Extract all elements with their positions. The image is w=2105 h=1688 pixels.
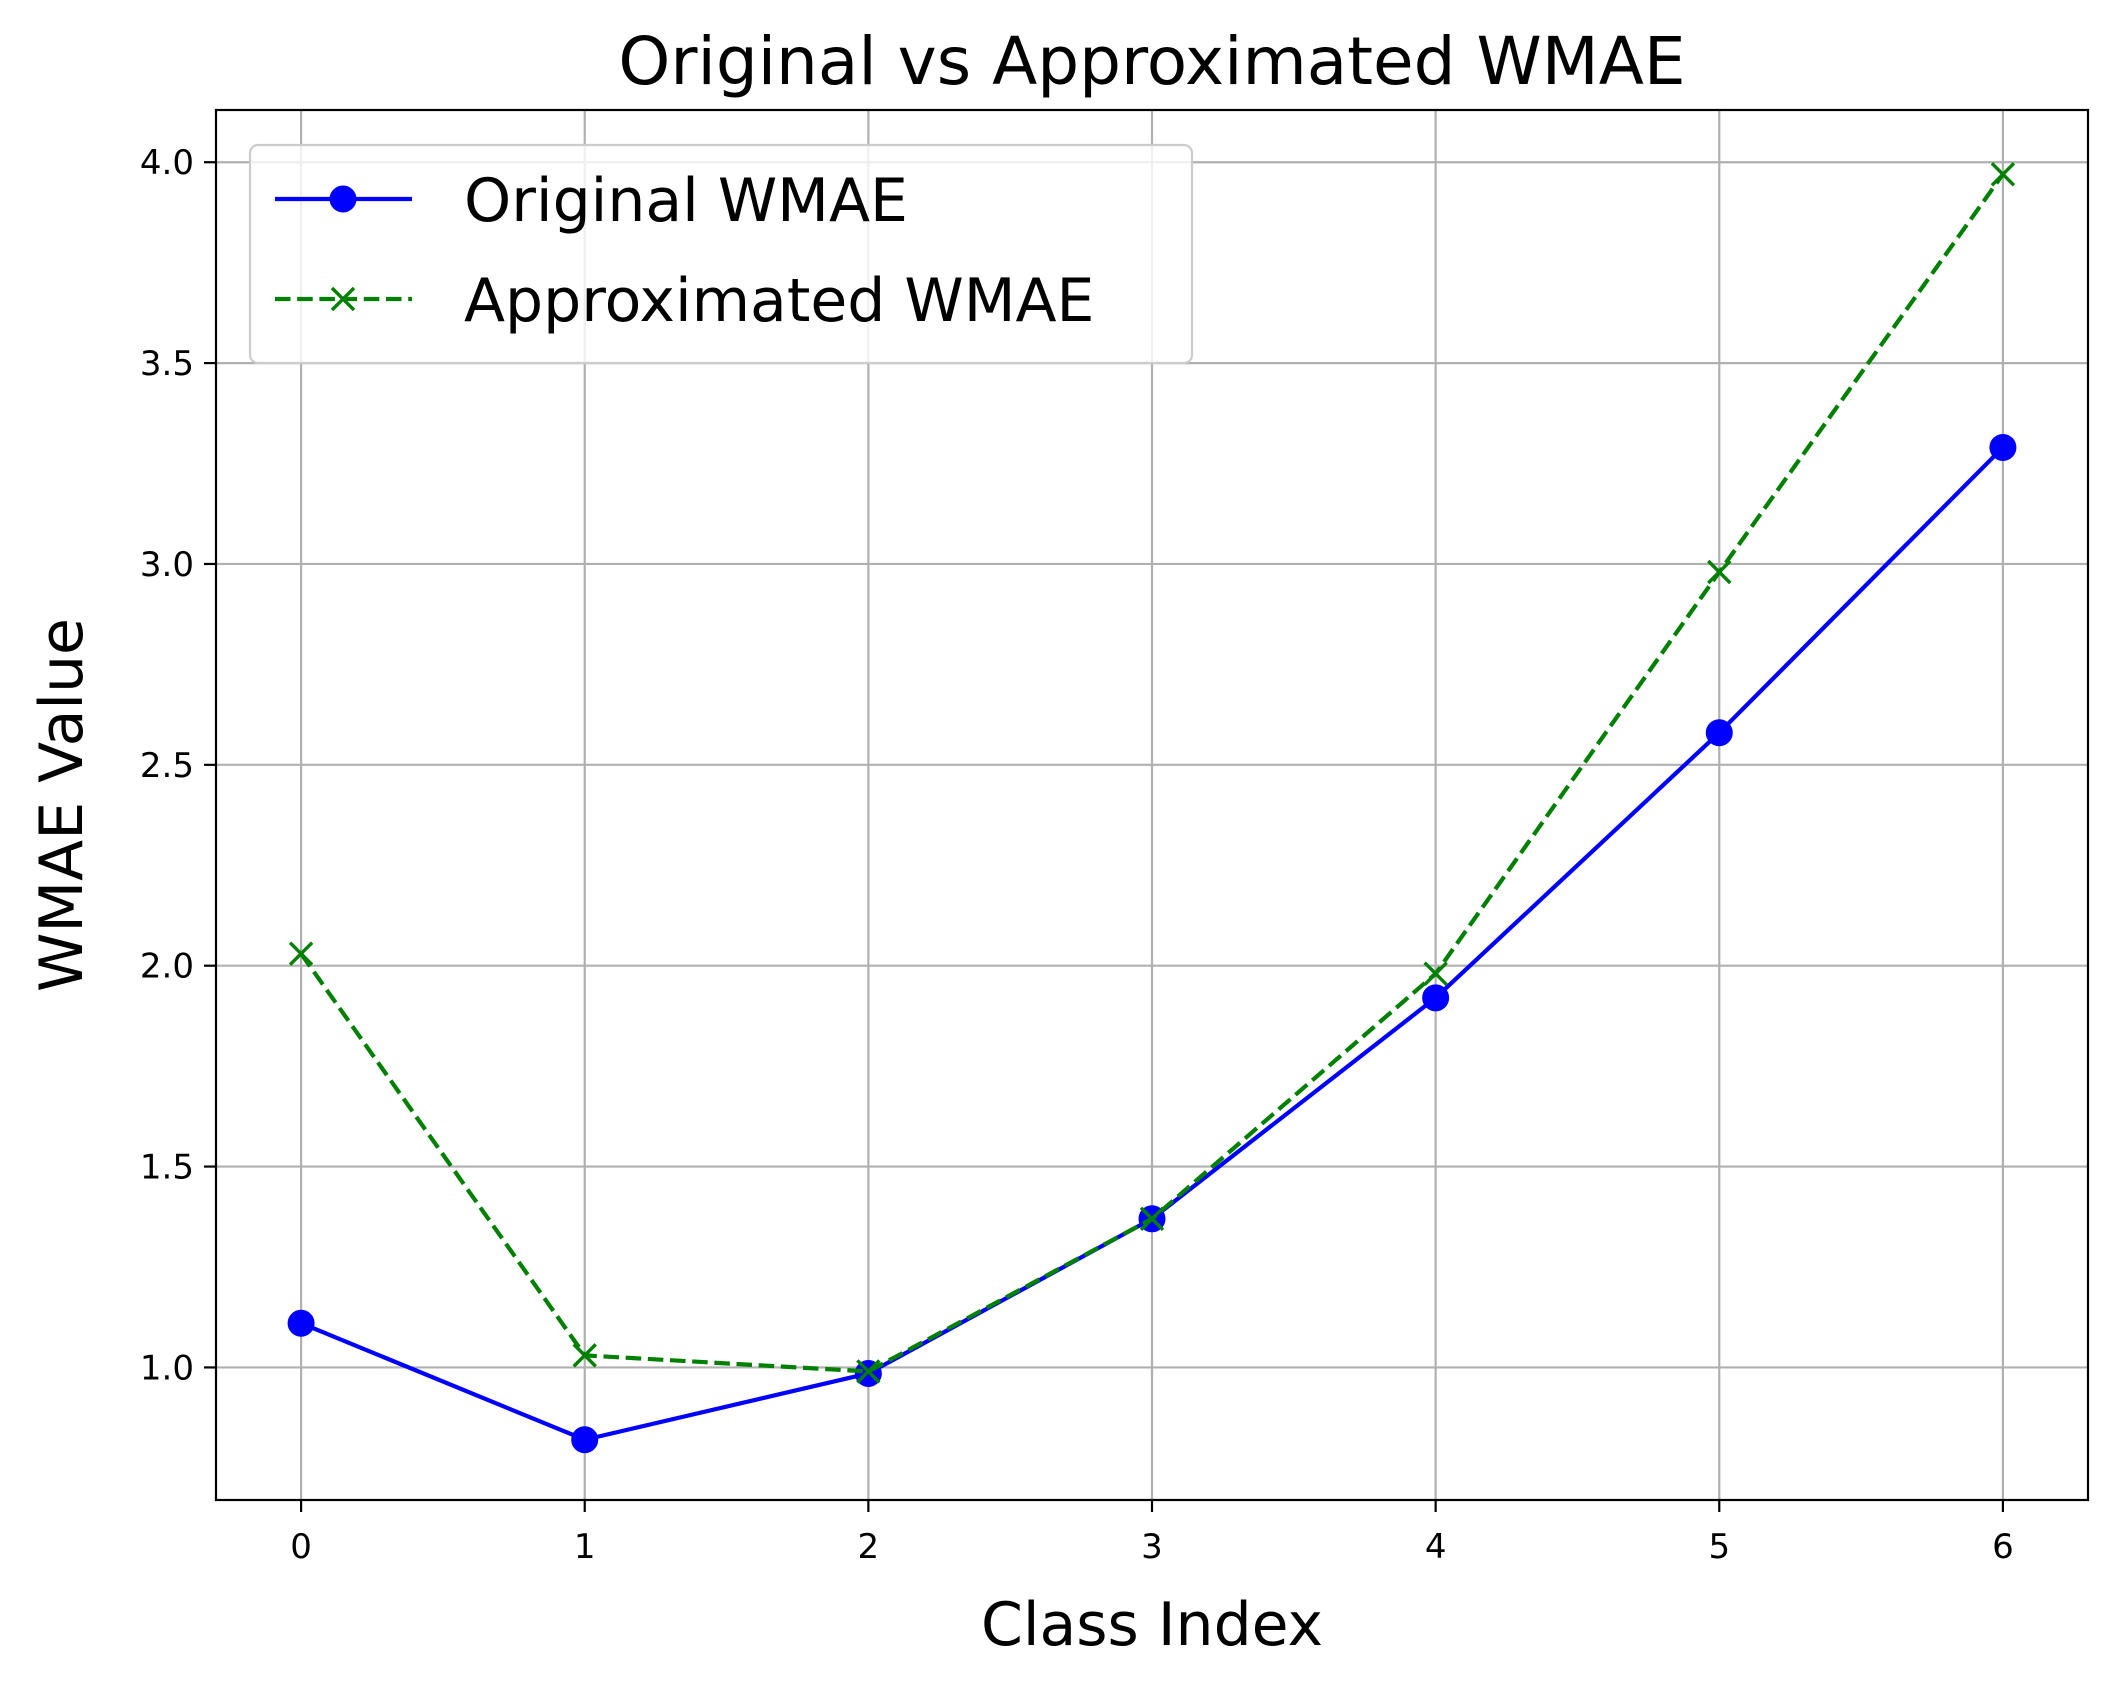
y-tick-label: 3.5 <box>140 344 194 384</box>
legend-entry-original-wmae: Original WMAE <box>275 166 908 236</box>
legend-marker-approximated-wmae <box>330 286 356 312</box>
y-tick-label: 2.0 <box>140 947 194 987</box>
series-approximated-wmae <box>288 162 2016 1384</box>
data-point-original-wmae <box>571 1426 599 1454</box>
x-marker-stroke <box>288 941 314 966</box>
y-tick-label: 3.0 <box>140 545 194 585</box>
y-axis-label: WMAE Value <box>27 618 97 992</box>
data-point-original-wmae <box>1989 433 2017 461</box>
x-tick-label: 5 <box>1708 1527 1730 1567</box>
x-marker-stroke <box>856 1359 881 1384</box>
data-point-original-wmae <box>1422 984 1450 1012</box>
legend-entry-approximated-wmae: Approximated WMAE <box>275 266 1094 336</box>
x-tick-label: 1 <box>574 1527 596 1567</box>
data-point-approximated-wmae <box>1990 162 2016 187</box>
x-marker-stroke <box>1139 1206 1165 1231</box>
y-tick-label: 1.0 <box>140 1348 194 1388</box>
legend-label-approximated-wmae: Approximated WMAE <box>464 266 1094 336</box>
x-axis-label: Class Index <box>981 1590 1323 1660</box>
data-point-original-wmae <box>1705 719 1733 747</box>
legend: Original WMAE Approximated WMAE <box>248 143 1194 365</box>
y-tick-label: 4.0 <box>140 143 194 183</box>
series-layer <box>287 162 2017 1454</box>
legend-label-original-wmae: Original WMAE <box>464 166 908 236</box>
x-tick-label: 0 <box>290 1527 312 1567</box>
y-tick-label: 1.5 <box>140 1148 194 1188</box>
x-marker-stroke <box>1707 559 1732 585</box>
data-point-approximated-wmae <box>1423 961 1448 986</box>
legend-box <box>248 143 1194 365</box>
data-point-approximated-wmae <box>1707 559 1732 585</box>
data-point-approximated-wmae <box>856 1359 881 1384</box>
chart-title: Original vs Approximated WMAE <box>618 23 1685 100</box>
data-point-approximated-wmae <box>572 1343 597 1368</box>
x-tick-label: 6 <box>1992 1527 2014 1567</box>
x-marker-stroke <box>572 1343 597 1368</box>
ticks: 0 1 2 3 4 5 6 1.0 1.5 2.0 2.5 3.0 3.5 4.0 <box>140 143 2014 1567</box>
legend-marker-original-wmae <box>329 185 357 213</box>
x-marker-stroke <box>330 286 356 312</box>
data-point-original-wmae <box>287 1309 315 1337</box>
data-point-approximated-wmae <box>1139 1206 1165 1231</box>
x-tick-label: 4 <box>1425 1527 1447 1567</box>
x-tick-label: 2 <box>858 1527 880 1567</box>
x-marker-stroke <box>1423 961 1448 986</box>
x-tick-label: 3 <box>1141 1527 1163 1567</box>
y-tick-label: 2.5 <box>140 746 194 786</box>
data-point-approximated-wmae <box>288 941 314 966</box>
x-marker-stroke <box>1990 162 2016 187</box>
